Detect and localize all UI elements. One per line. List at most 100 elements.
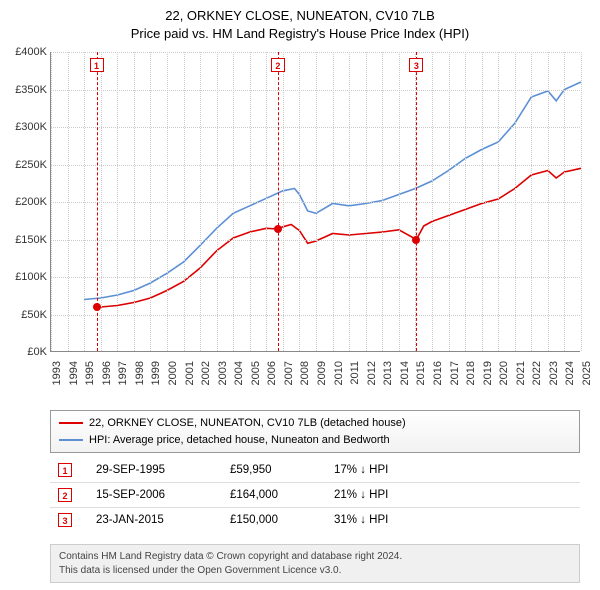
sales-row: 1 29-SEP-1995 £59,950 17% ↓ HPI [50,458,580,483]
x-tick-label: 1997 [117,361,129,397]
sales-row-price: £164,000 [230,489,310,501]
chart-area: £0K£50K£100K£150K£200K£250K£300K£350K£40… [50,52,580,392]
sale-marker-line [416,52,417,351]
x-tick-label: 2005 [250,361,262,397]
x-gridline [101,52,102,351]
x-tick-label: 1998 [134,361,146,397]
footer-line-1: Contains HM Land Registry data © Crown c… [59,550,571,564]
sales-row-date: 23-JAN-2015 [96,514,206,526]
sales-row-index: 2 [58,488,72,502]
y-tick-label: £300K [3,121,47,133]
sale-marker-box: 1 [90,58,104,72]
sales-table: 1 29-SEP-1995 £59,950 17% ↓ HPI 2 15-SEP-2006… [50,458,580,532]
x-tick-label: 1995 [84,361,96,397]
x-gridline [84,52,85,351]
x-tick-label: 2015 [415,361,427,397]
legend-label: 22, ORKNEY CLOSE, NUNEATON, CV10 7LB (de… [89,415,406,432]
x-gridline [564,52,565,351]
x-tick-label: 2024 [564,361,576,397]
y-tick-label: £100K [3,271,47,283]
x-tick-label: 2008 [299,361,311,397]
x-tick-label: 2010 [333,361,345,397]
y-tick-label: £400K [3,46,47,58]
x-gridline [432,52,433,351]
x-gridline [266,52,267,351]
sales-row: 2 15-SEP-2006 £164,000 21% ↓ HPI [50,483,580,508]
x-gridline [299,52,300,351]
x-gridline [482,52,483,351]
plot-region: £0K£50K£100K£150K£200K£250K£300K£350K£40… [50,52,580,352]
x-tick-label: 2007 [283,361,295,397]
x-tick-label: 2021 [515,361,527,397]
x-gridline [250,52,251,351]
legend-row: 22, ORKNEY CLOSE, NUNEATON, CV10 7LB (de… [59,415,571,432]
x-gridline [200,52,201,351]
x-gridline [366,52,367,351]
sales-row-pct: 17% ↓ HPI [334,464,464,476]
x-gridline [382,52,383,351]
x-tick-label: 2018 [465,361,477,397]
x-gridline [316,52,317,351]
sales-row-pct: 21% ↓ HPI [334,489,464,501]
x-tick-label: 1994 [68,361,80,397]
x-gridline [581,52,582,351]
x-tick-label: 2012 [366,361,378,397]
y-tick-label: £50K [3,309,47,321]
sales-row-date: 15-SEP-2006 [96,489,206,501]
x-tick-label: 2004 [233,361,245,397]
x-tick-label: 2023 [548,361,560,397]
legend: 22, ORKNEY CLOSE, NUNEATON, CV10 7LB (de… [50,410,580,453]
x-tick-label: 1993 [51,361,63,397]
x-gridline [117,52,118,351]
sales-row-pct: 31% ↓ HPI [334,514,464,526]
x-gridline [349,52,350,351]
sale-marker-line [278,52,279,351]
legend-swatch [59,439,83,441]
x-gridline [283,52,284,351]
x-tick-label: 2001 [184,361,196,397]
x-gridline [531,52,532,351]
legend-swatch [59,422,83,424]
x-tick-label: 1996 [101,361,113,397]
x-gridline [167,52,168,351]
x-gridline [465,52,466,351]
x-gridline [333,52,334,351]
x-tick-label: 1999 [150,361,162,397]
title-address: 22, ORKNEY CLOSE, NUNEATON, CV10 7LB [0,7,600,25]
x-tick-label: 2016 [432,361,444,397]
sales-row: 323-JAN-2015£150,00031% ↓ HPI [50,508,580,532]
y-tick-label: £150K [3,234,47,246]
x-gridline [515,52,516,351]
legend-label: HPI: Average price, detached house, Nune… [89,432,390,449]
sale-dot [412,236,420,244]
x-gridline [134,52,135,351]
x-gridline [498,52,499,351]
x-tick-label: 2013 [382,361,394,397]
title-block: 22, ORKNEY CLOSE, NUNEATON, CV10 7LB Pri… [0,0,600,43]
y-tick-label: £350K [3,84,47,96]
sales-row-date: 29-SEP-1995 [96,464,206,476]
x-tick-label: 2014 [399,361,411,397]
x-tick-label: 2019 [482,361,494,397]
x-tick-label: 2022 [531,361,543,397]
sales-row-index: 3 [58,513,72,527]
title-subtitle: Price paid vs. HM Land Registry's House … [0,25,600,43]
x-tick-label: 2002 [200,361,212,397]
series-property [97,168,582,307]
footer-line-2: This data is licensed under the Open Gov… [59,564,571,578]
x-gridline [184,52,185,351]
x-tick-label: 2000 [167,361,179,397]
sale-dot [274,225,282,233]
x-tick-label: 2025 [581,361,593,397]
x-tick-label: 2020 [498,361,510,397]
x-gridline [217,52,218,351]
sale-marker-box: 3 [409,58,423,72]
sale-dot [93,303,101,311]
x-gridline [150,52,151,351]
x-gridline [399,52,400,351]
sales-row-price: £59,950 [230,464,310,476]
x-tick-label: 2011 [349,361,361,397]
sales-row-index: 1 [58,463,72,477]
x-gridline [68,52,69,351]
x-gridline [51,52,52,351]
